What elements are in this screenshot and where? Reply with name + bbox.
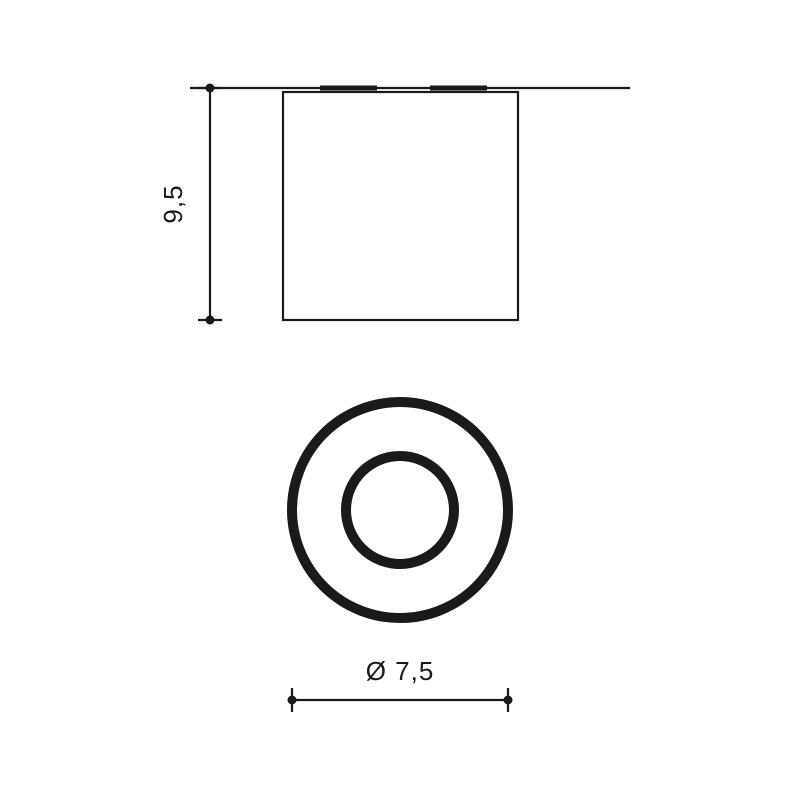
dimension-diameter: Ø 7,5 xyxy=(288,656,513,712)
fixture-body xyxy=(283,92,518,320)
dimension-height: 9,5 xyxy=(158,84,222,325)
dim-dot xyxy=(504,696,513,705)
inner-ring xyxy=(346,456,454,564)
dim-height-label: 9,5 xyxy=(158,184,188,223)
dim-dot xyxy=(206,84,215,93)
bottom-view xyxy=(292,402,508,618)
dim-diameter-label: Ø 7,5 xyxy=(366,656,435,686)
side-view xyxy=(190,88,630,320)
outer-ring xyxy=(292,402,508,618)
dim-dot xyxy=(206,316,215,325)
technical-drawing: 9,5 Ø 7,5 xyxy=(0,0,800,800)
dim-dot xyxy=(288,696,297,705)
